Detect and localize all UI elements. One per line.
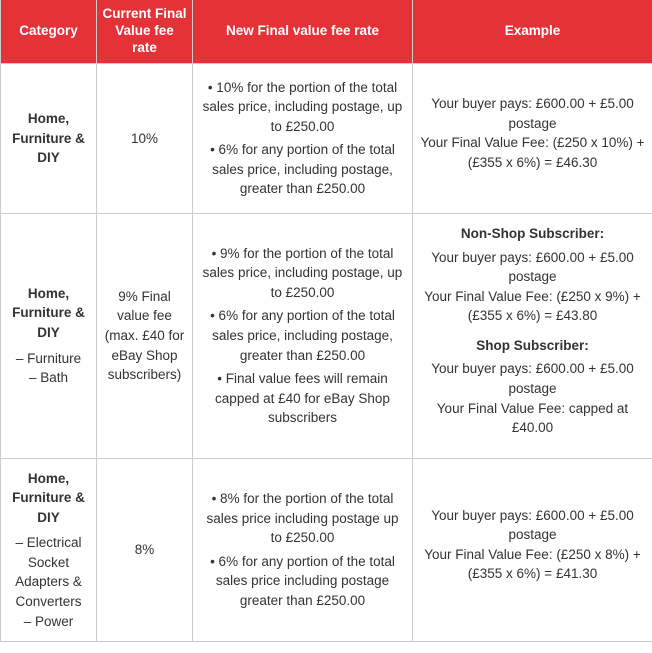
- cell-example: Your buyer pays: £600.00 + £5.00 postage…: [413, 458, 652, 642]
- category-sub: – Furniture – Bath: [7, 349, 90, 388]
- table-row: Home, Furniture & DIY– Electrical Socket…: [1, 458, 652, 642]
- example-body: Your buyer pays: £600.00 + £5.00 postage…: [424, 250, 641, 324]
- example-block: Your buyer pays: £600.00 + £5.00 postage…: [419, 506, 646, 584]
- example-body: Your buyer pays: £600.00 + £5.00 postage…: [420, 96, 644, 170]
- new-rate-bullet: • Final value fees will remain capped at…: [199, 369, 406, 428]
- new-rate-bullet: • 8% for the portion of the total sales …: [199, 489, 406, 548]
- cell-category: Home, Furniture & DIY – Furniture – Bath: [1, 214, 97, 459]
- new-rate-bullet: • 6% for any portion of the total sales …: [199, 306, 406, 365]
- table-row: Home, Furniture & DIY10%• 10% for the po…: [1, 63, 652, 213]
- cell-category: Home, Furniture & DIY– Electrical Socket…: [1, 458, 97, 642]
- new-rate-bullet: • 9% for the portion of the total sales …: [199, 244, 406, 303]
- example-block: Non-Shop Subscriber: Your buyer pays: £60…: [419, 224, 646, 326]
- cell-current-rate: 10%: [97, 63, 193, 213]
- header-category: Category: [1, 0, 97, 63]
- category-main: Home, Furniture & DIY: [7, 109, 90, 168]
- table-row: Home, Furniture & DIY – Furniture – Bath9…: [1, 214, 652, 459]
- header-example: Example: [413, 0, 652, 63]
- new-rate-bullet: • 6% for any portion of the total sales …: [199, 140, 406, 199]
- new-rate-bullet: • 6% for any portion of the total sales …: [199, 552, 406, 611]
- example-heading: Shop Subscriber:: [419, 336, 646, 356]
- cell-example: Your buyer pays: £600.00 + £5.00 postage…: [413, 63, 652, 213]
- cell-new-rate: • 9% for the portion of the total sales …: [193, 214, 413, 459]
- example-body: Your buyer pays: £600.00 + £5.00 postage…: [424, 508, 641, 582]
- example-heading: Non-Shop Subscriber:: [419, 224, 646, 244]
- cell-current-rate: 8%: [97, 458, 193, 642]
- header-newrate: New Final value fee rate: [193, 0, 413, 63]
- cell-new-rate: • 8% for the portion of the total sales …: [193, 458, 413, 642]
- cell-category: Home, Furniture & DIY: [1, 63, 97, 213]
- table-body: Home, Furniture & DIY10%• 10% for the po…: [1, 63, 652, 642]
- cell-new-rate: • 10% for the portion of the total sales…: [193, 63, 413, 213]
- fee-table: Category Current Final Value fee rate Ne…: [0, 0, 652, 642]
- category-sub: – Electrical Socket Adapters & Converter…: [7, 533, 90, 631]
- example-block: Your buyer pays: £600.00 + £5.00 postage…: [419, 94, 646, 172]
- table-head: Category Current Final Value fee rate Ne…: [1, 0, 652, 63]
- category-main: Home, Furniture & DIY: [7, 284, 90, 343]
- cell-example: Non-Shop Subscriber: Your buyer pays: £60…: [413, 214, 652, 459]
- new-rate-bullet: • 10% for the portion of the total sales…: [199, 78, 406, 137]
- cell-current-rate: 9% Final value fee (max. £40 for eBay Sh…: [97, 214, 193, 459]
- example-body: Your buyer pays: £600.00 + £5.00 postage…: [431, 361, 634, 435]
- category-main: Home, Furniture & DIY: [7, 469, 90, 528]
- header-current: Current Final Value fee rate: [97, 0, 193, 63]
- example-block: Shop Subscriber: Your buyer pays: £600.00…: [419, 336, 646, 438]
